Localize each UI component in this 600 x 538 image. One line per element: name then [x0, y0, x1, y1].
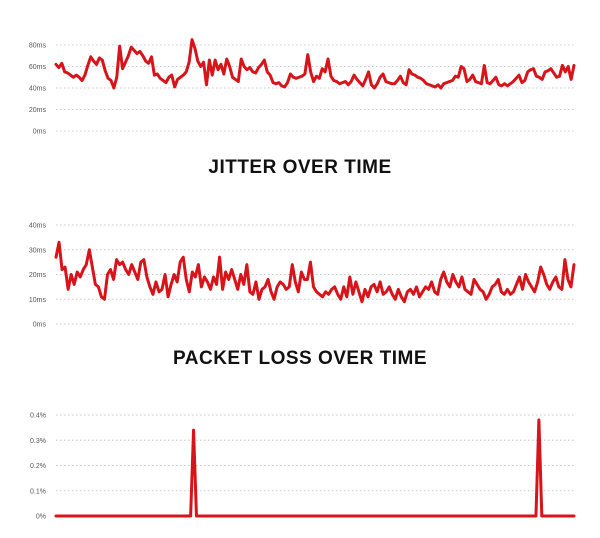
y-tick-label: 60ms: [29, 64, 47, 71]
y-tick-label: 40ms: [29, 86, 47, 93]
y-tick-label: 10ms: [29, 297, 47, 304]
packet-loss-title: PACKET LOSS OVER TIME: [172, 348, 427, 369]
y-tick-label: 0ms: [33, 129, 47, 136]
y-tick-label: 30ms: [29, 247, 47, 254]
y-tick-label: 0.4%: [30, 413, 46, 420]
jitter-chart: 0ms 10ms 20ms 30ms 40ms: [29, 223, 576, 329]
y-tick-label: 0ms: [33, 322, 47, 329]
jitter-title: JITTER OVER TIME: [208, 157, 392, 178]
y-tick-label: 40ms: [29, 223, 47, 230]
series-line: [54, 38, 576, 90]
series-line: [54, 240, 576, 304]
y-tick-label: 20ms: [29, 107, 47, 114]
y-tick-label: 0.2%: [30, 463, 46, 470]
y-tick-label: 0%: [36, 514, 46, 521]
packet-loss-chart: 0% 0.1% 0.2% 0.3% 0.4%: [30, 413, 576, 521]
series-line: [54, 418, 576, 518]
y-tick-label: 0.3%: [30, 438, 46, 445]
y-tick-label: 20ms: [29, 272, 47, 279]
y-tick-label: 0.1%: [30, 488, 46, 495]
y-tick-label: 80ms: [29, 43, 47, 50]
latency-chart: 0ms 20ms 40ms 60ms 80ms: [29, 38, 576, 136]
